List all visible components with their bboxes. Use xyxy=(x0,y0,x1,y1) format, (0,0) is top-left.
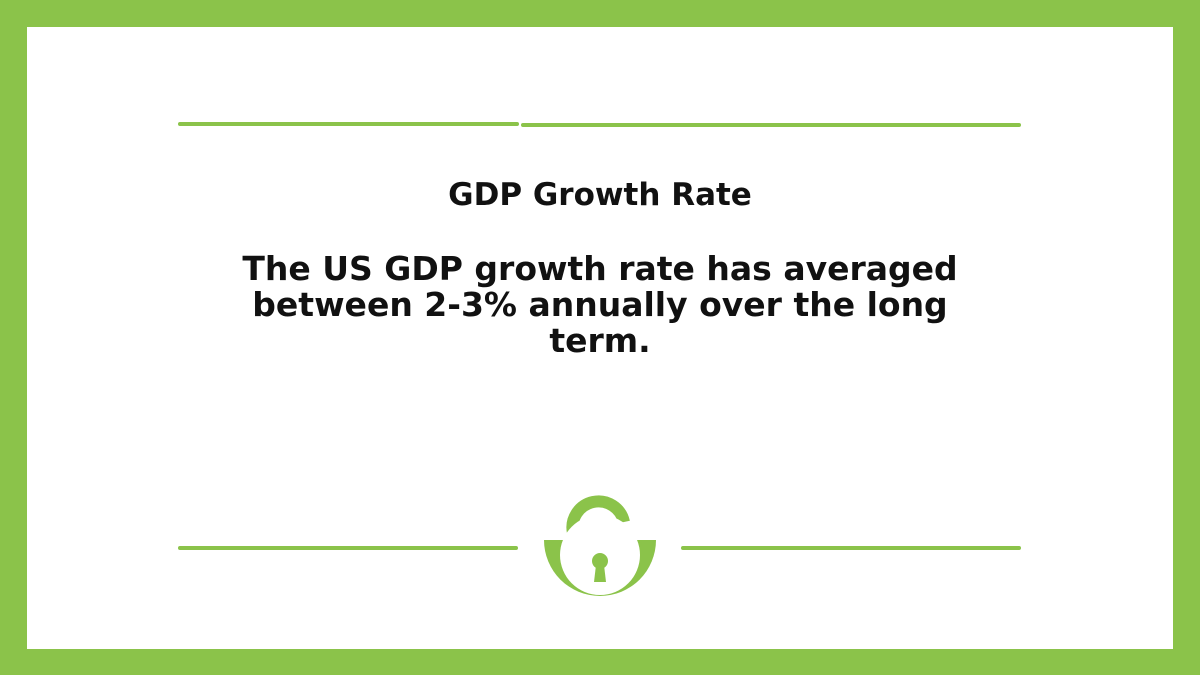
open-padlock-icon xyxy=(544,495,656,596)
top-divider-right xyxy=(521,123,1021,127)
bottom-divider-left xyxy=(178,546,518,550)
content-card: GDP Growth Rate The US GDP growth rate h… xyxy=(27,27,1173,649)
bottom-divider-right xyxy=(681,546,1021,550)
card-body-text: The US GDP growth rate has averaged betw… xyxy=(242,249,958,360)
top-divider-left xyxy=(178,122,519,126)
card-title: GDP Growth Rate xyxy=(448,177,752,213)
